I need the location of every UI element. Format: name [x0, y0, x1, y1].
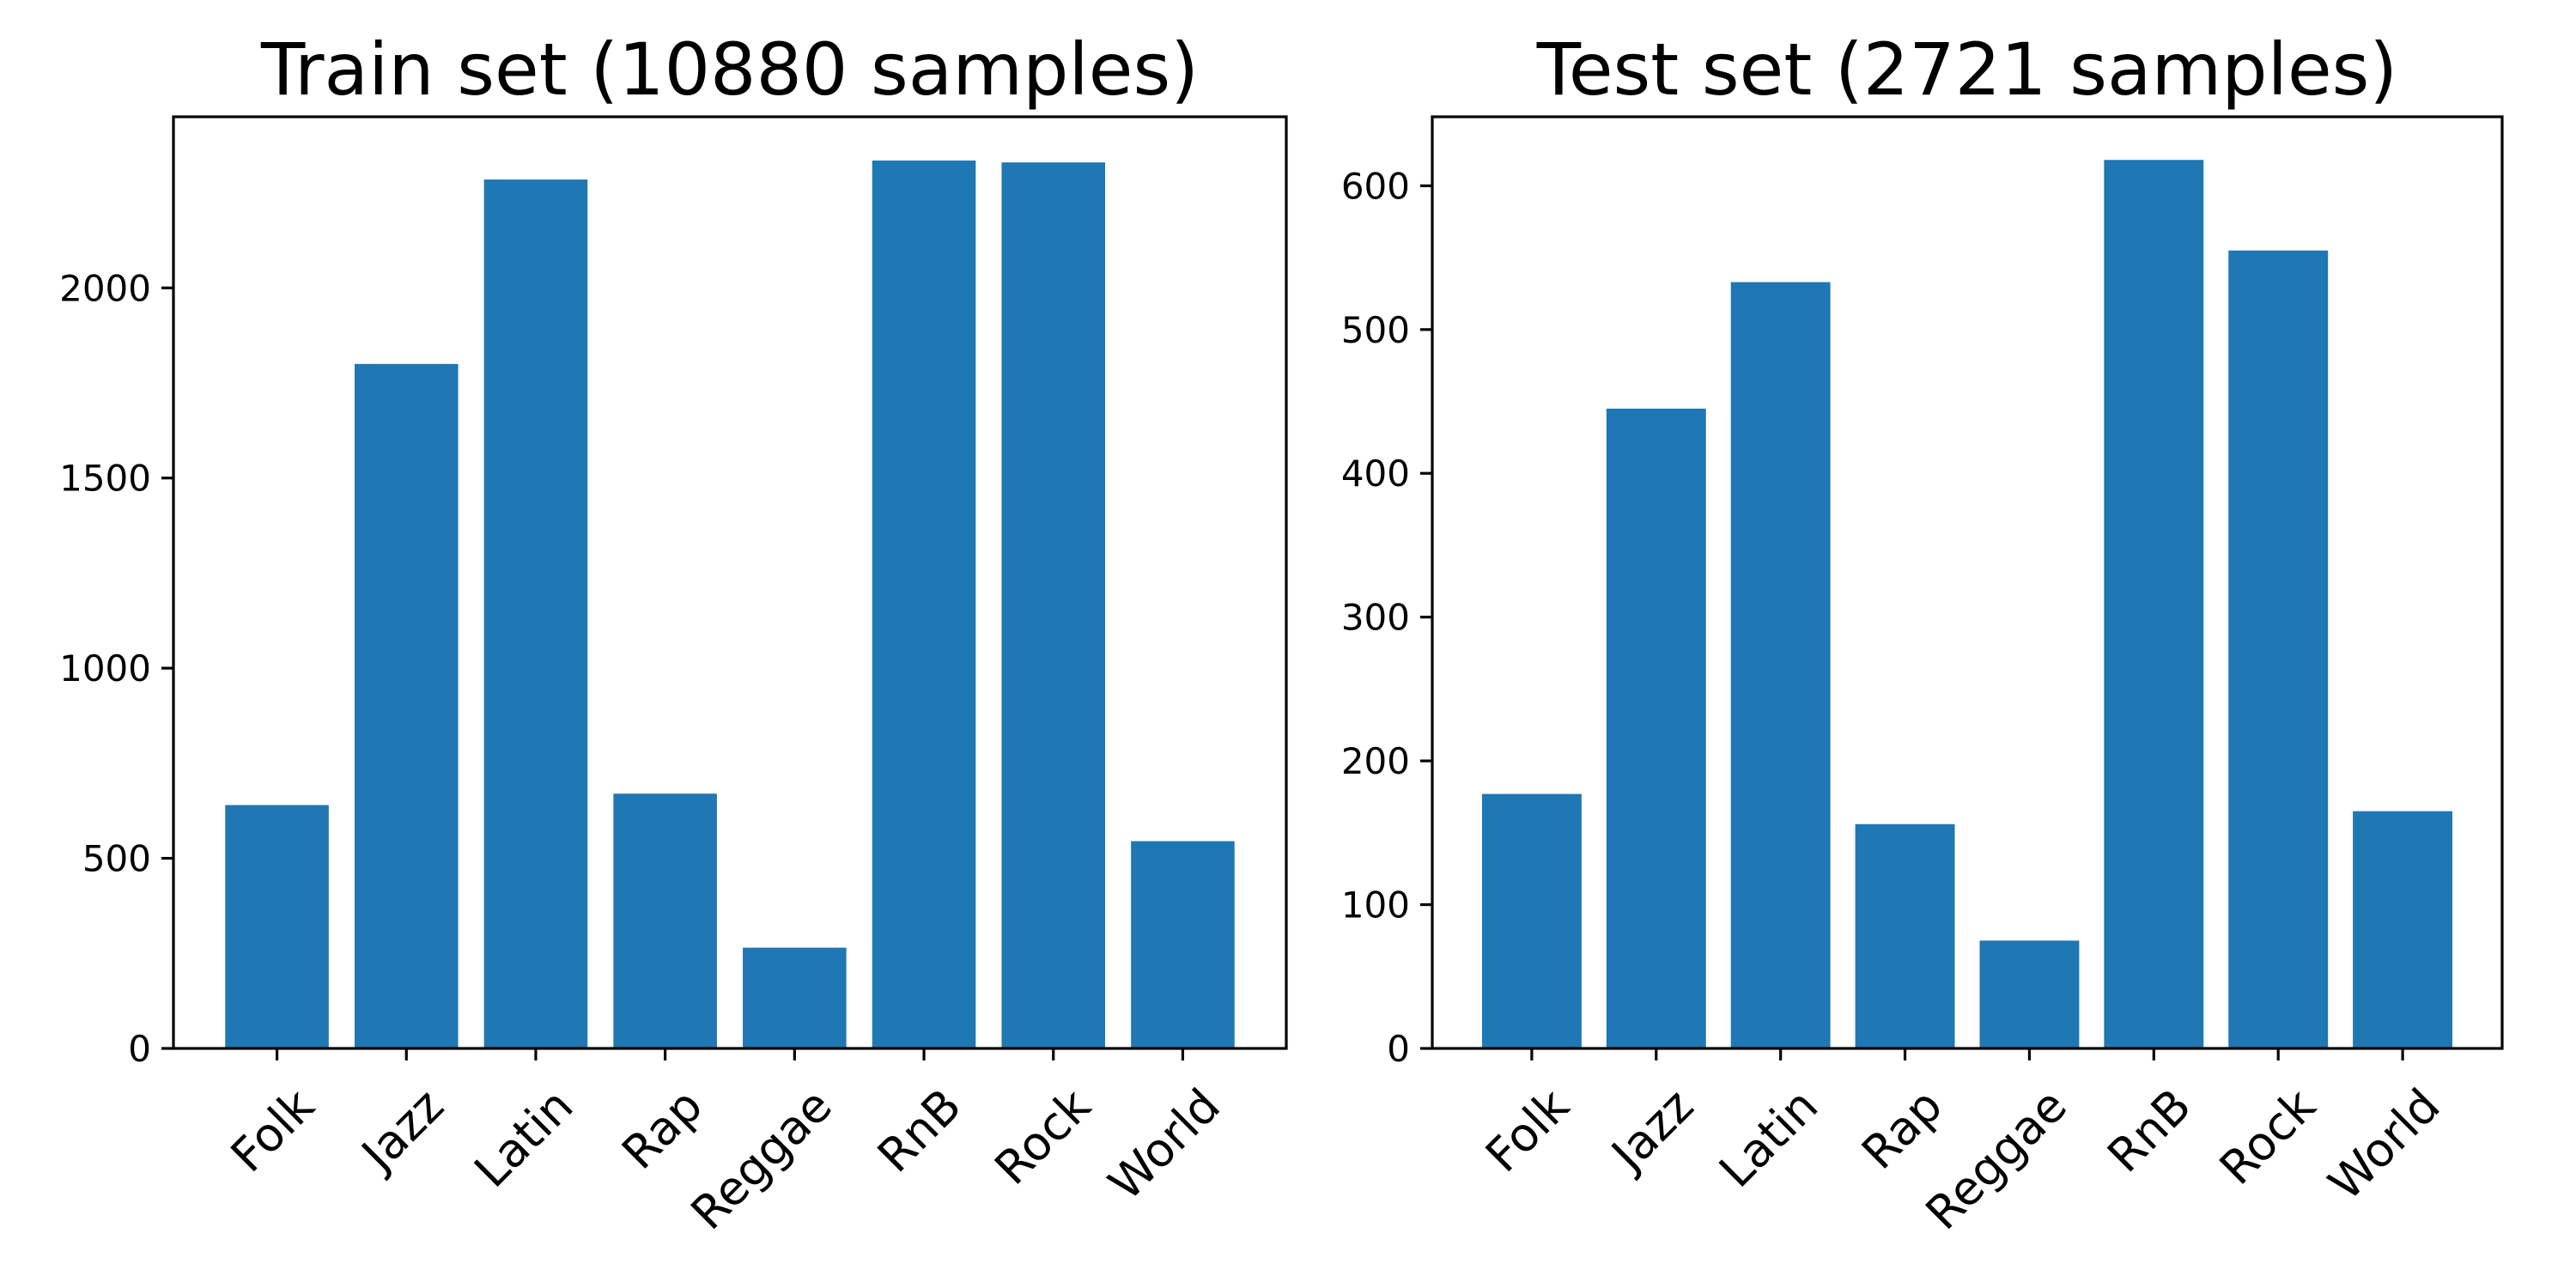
test-ytick-label: 500: [1341, 309, 1410, 351]
test-category-label-jazz: Jazz: [1600, 1078, 1704, 1182]
test-category-label-folk: Folk: [1475, 1078, 1580, 1182]
train-category-label-reggae: Reggae: [681, 1078, 842, 1240]
test-category-label-rap: Rap: [1851, 1078, 1953, 1180]
train-ytick-label: 1000: [59, 647, 151, 690]
train-bar-reggae: [743, 947, 847, 1048]
train-set-panel: Train set (10880 samples) 0 500 1000 1500 200…: [59, 27, 1288, 1240]
test-bar-reggae: [1979, 940, 2080, 1048]
train-category-label-jazz: Jazz: [349, 1078, 453, 1182]
test-ytick-label: 400: [1341, 453, 1410, 495]
train-bar-rock: [1001, 162, 1106, 1049]
train-ytick-label: 2000: [59, 267, 151, 309]
test-bar-jazz: [1606, 408, 1706, 1049]
test-ytick-label: 100: [1341, 884, 1410, 927]
train-bar-jazz: [354, 363, 459, 1048]
test-bar-world: [2353, 811, 2453, 1048]
test-ytick-label: 300: [1341, 597, 1410, 639]
test-bar-rap: [1855, 823, 1955, 1048]
test-category-label-rnb: RnB: [2097, 1078, 2201, 1182]
train-bar-folk: [225, 805, 329, 1048]
train-category-label-rnb: RnB: [867, 1078, 971, 1182]
test-ytick-label: 0: [1387, 1028, 1410, 1070]
test-category-label-latin: Latin: [1709, 1078, 1828, 1198]
test-ytick-label: 600: [1341, 165, 1410, 207]
test-bar-rock: [2228, 250, 2329, 1048]
test-set-panel: Test set (2721 samples) 0 100 200 300 400 500 6…: [1341, 27, 2504, 1240]
test-ytick-label: 200: [1341, 740, 1410, 782]
train-chart-title: Train set (10880 samples): [260, 27, 1199, 112]
train-bar-rnb: [872, 160, 976, 1048]
test-category-label-world: World: [2318, 1078, 2451, 1211]
test-chart-title: Test set (2721 samples): [1536, 27, 2397, 112]
train-category-label-latin: Latin: [464, 1078, 583, 1198]
train-bar-rap: [613, 793, 717, 1048]
test-plot-frame: [1431, 115, 2504, 1050]
train-bar-latin: [483, 179, 588, 1049]
test-category-label-reggae: Reggae: [1916, 1078, 2077, 1240]
train-ytick-label: 500: [82, 838, 151, 880]
train-ytick-label: 1500: [59, 458, 151, 500]
train-plot-frame: [172, 115, 1288, 1050]
test-bar-folk: [1481, 793, 1582, 1048]
train-category-label-world: World: [1098, 1078, 1230, 1211]
train-bar-world: [1131, 841, 1235, 1048]
train-category-label-folk: Folk: [221, 1078, 325, 1182]
test-bar-rnb: [2104, 160, 2204, 1049]
train-category-label-rap: Rap: [611, 1078, 713, 1180]
test-category-label-rock: Rock: [2209, 1078, 2326, 1194]
test-bar-latin: [1730, 282, 1831, 1048]
train-ytick-label: 0: [128, 1028, 151, 1070]
train-category-label-rock: Rock: [984, 1078, 1101, 1194]
